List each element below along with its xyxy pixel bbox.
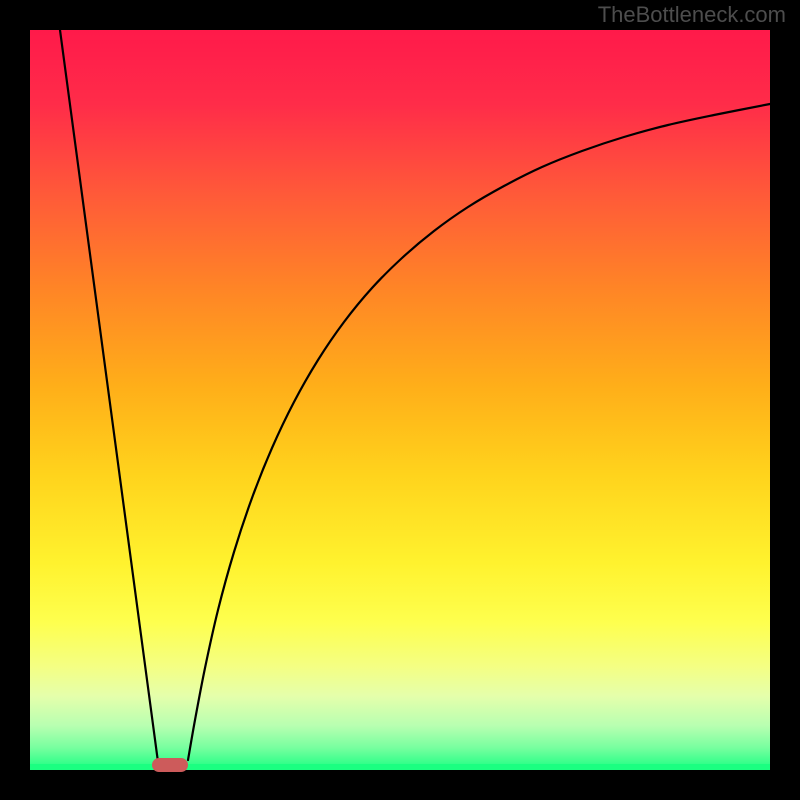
optimum-marker (152, 758, 188, 772)
bottleneck-chart: TheBottleneck.com (0, 0, 800, 800)
watermark: TheBottleneck.com (598, 2, 786, 27)
chart-svg: TheBottleneck.com (0, 0, 800, 800)
baseline-strip (30, 764, 770, 770)
plot-area (30, 30, 770, 770)
